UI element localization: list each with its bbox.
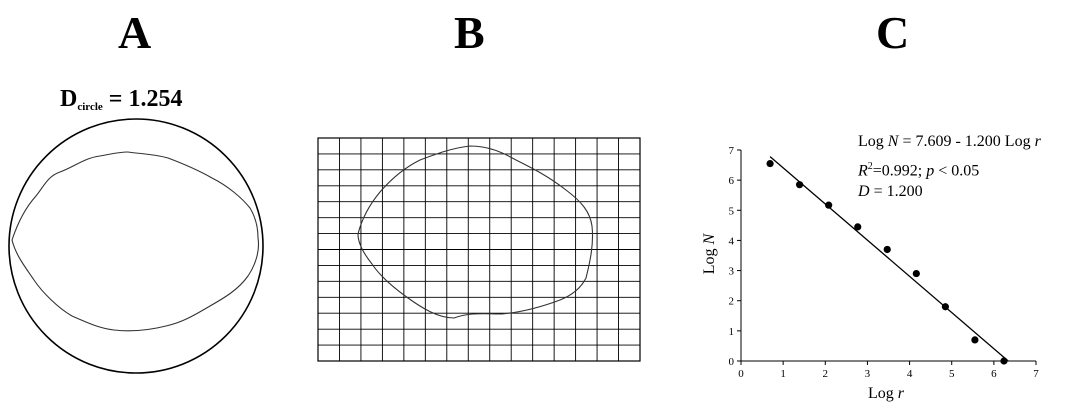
y-tick-label: 2 xyxy=(729,296,735,308)
data-point xyxy=(766,159,774,168)
x-tick-label: 4 xyxy=(907,368,913,380)
y-tick-label: 0 xyxy=(729,356,735,368)
particle-outline-a xyxy=(11,151,260,332)
particle-outline-b xyxy=(357,145,594,319)
panel-label-c: C xyxy=(876,7,910,58)
d-circle-label: Dcircle = 1.254 xyxy=(60,84,182,122)
x-axis-label-var: r xyxy=(897,385,905,402)
d-circle-subscript: circle xyxy=(77,101,103,113)
data-point xyxy=(883,245,891,254)
x-tick-label: 1 xyxy=(780,368,786,380)
panel-label-b: B xyxy=(454,7,485,58)
y-axis-label-prefix: Log xyxy=(701,244,719,275)
y-tick-label: 1 xyxy=(729,326,735,338)
data-point xyxy=(912,269,920,278)
x-axis-label: Log r xyxy=(868,385,904,403)
eq2-sup: 2 xyxy=(867,161,873,172)
data-point xyxy=(825,201,833,209)
eq2-mid: =0.992; xyxy=(872,162,927,180)
eq1-var-n: N xyxy=(887,133,899,150)
y-tick-label: 7 xyxy=(729,145,735,157)
fit-line xyxy=(769,156,1009,362)
eq3-d: D xyxy=(858,183,870,200)
eq1-rest: = 7.609 - 1.200 Log xyxy=(898,133,1035,150)
x-tick-label: 7 xyxy=(1033,368,1039,380)
data-point xyxy=(1000,357,1008,365)
y-axis-label-var: N xyxy=(701,233,719,245)
y-tick-label: 5 xyxy=(729,205,735,217)
eq2-r: R xyxy=(858,162,868,180)
equation-line-1: Log N = 7.609 - 1.200 Log r xyxy=(858,131,1041,153)
bounding-circle xyxy=(8,118,264,374)
data-points xyxy=(766,159,1008,365)
x-tick-label: 6 xyxy=(991,368,997,380)
x-axis-label-prefix: Log xyxy=(868,385,898,402)
x-tick-label: 5 xyxy=(949,368,955,380)
panel-label-a: A xyxy=(118,7,152,58)
equation-line-3: D = 1.200 xyxy=(858,181,923,203)
eq1-prefix: Log xyxy=(858,133,888,150)
y-tick-label: 3 xyxy=(729,266,735,278)
chart-ticks: 0 1 2 3 4 5 6 7 0 1 2 3 4 5 6 7 xyxy=(729,145,1040,380)
equation-line-2: R2=0.992; p < 0.05 xyxy=(858,156,979,182)
eq2-rest: < 0.05 xyxy=(934,162,980,180)
x-tick-label: 3 xyxy=(865,368,871,380)
eq2-p: p xyxy=(926,162,935,180)
y-axis-label: Log N xyxy=(701,234,719,274)
d-circle-value: = 1.254 xyxy=(108,86,183,112)
eq3-rest: = 1.200 xyxy=(869,183,923,200)
x-tick-label: 2 xyxy=(823,368,829,380)
d-circle-symbol: D xyxy=(60,86,78,112)
data-point xyxy=(795,181,804,189)
chart-axes xyxy=(740,150,1036,362)
data-point xyxy=(971,336,979,344)
data-point xyxy=(941,303,949,311)
data-point xyxy=(854,223,862,231)
y-tick-label: 6 xyxy=(729,175,735,187)
fit-line-group xyxy=(769,156,1009,362)
eq1-var-r: r xyxy=(1034,133,1041,150)
y-tick-label: 4 xyxy=(729,235,735,247)
x-tick-label: 0 xyxy=(738,368,744,380)
box-counting-grid xyxy=(317,137,641,362)
